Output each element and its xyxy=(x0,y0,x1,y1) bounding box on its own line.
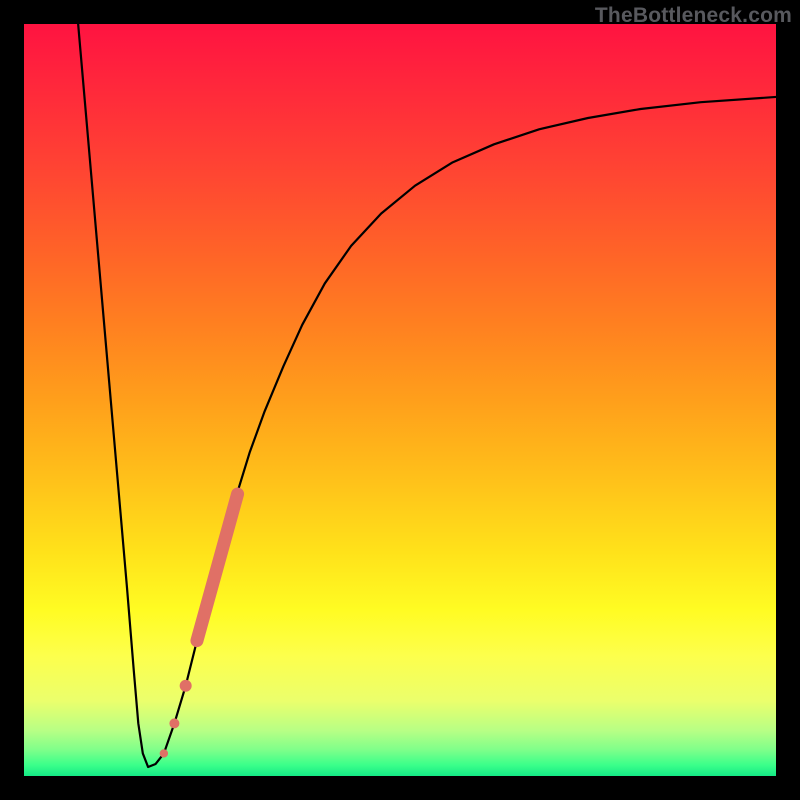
marker-dot xyxy=(180,680,192,692)
marker-dot xyxy=(169,718,179,728)
chart-svg xyxy=(0,0,800,800)
marker-dot xyxy=(160,749,168,757)
chart-stage: TheBottleneck.com xyxy=(0,0,800,800)
gradient-background xyxy=(24,24,776,776)
watermark-text: TheBottleneck.com xyxy=(595,4,792,28)
